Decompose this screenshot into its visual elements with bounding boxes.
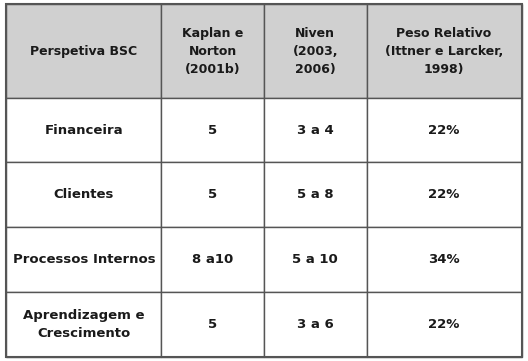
Text: Clientes: Clientes bbox=[54, 188, 114, 201]
Bar bbox=[264, 98, 366, 162]
Text: Aprendizagem e
Crescimento: Aprendizagem e Crescimento bbox=[23, 309, 145, 340]
Bar bbox=[366, 227, 522, 292]
Bar bbox=[366, 162, 522, 227]
Text: Perspetiva BSC: Perspetiva BSC bbox=[30, 44, 137, 57]
Bar bbox=[366, 292, 522, 357]
Text: 34%: 34% bbox=[428, 253, 460, 266]
Text: 8 a10: 8 a10 bbox=[192, 253, 233, 266]
Bar bbox=[264, 162, 366, 227]
Bar bbox=[162, 98, 264, 162]
Bar bbox=[162, 4, 264, 98]
Text: 5: 5 bbox=[208, 188, 218, 201]
Text: 3 a 4: 3 a 4 bbox=[297, 123, 334, 136]
Bar bbox=[162, 227, 264, 292]
Text: 22%: 22% bbox=[428, 188, 460, 201]
Text: Peso Relativo
(Ittner e Larcker,
1998): Peso Relativo (Ittner e Larcker, 1998) bbox=[385, 26, 503, 75]
Bar bbox=[162, 292, 264, 357]
Text: Niven
(2003,
2006): Niven (2003, 2006) bbox=[293, 26, 338, 75]
Bar bbox=[6, 292, 162, 357]
Bar bbox=[264, 227, 366, 292]
Text: 22%: 22% bbox=[428, 318, 460, 331]
Bar bbox=[264, 4, 366, 98]
Bar bbox=[264, 292, 366, 357]
Bar bbox=[6, 98, 162, 162]
Text: 5 a 8: 5 a 8 bbox=[297, 188, 334, 201]
Text: 3 a 6: 3 a 6 bbox=[297, 318, 334, 331]
Bar bbox=[6, 4, 162, 98]
Text: 5: 5 bbox=[208, 123, 218, 136]
Text: 22%: 22% bbox=[428, 123, 460, 136]
Bar bbox=[366, 98, 522, 162]
Bar bbox=[162, 162, 264, 227]
Text: 5: 5 bbox=[208, 318, 218, 331]
Text: Processos Internos: Processos Internos bbox=[13, 253, 155, 266]
Text: 5 a 10: 5 a 10 bbox=[293, 253, 338, 266]
Bar bbox=[6, 162, 162, 227]
Bar bbox=[366, 4, 522, 98]
Text: Financeira: Financeira bbox=[44, 123, 123, 136]
Bar bbox=[6, 227, 162, 292]
Text: Kaplan e
Norton
(2001b): Kaplan e Norton (2001b) bbox=[182, 26, 243, 75]
